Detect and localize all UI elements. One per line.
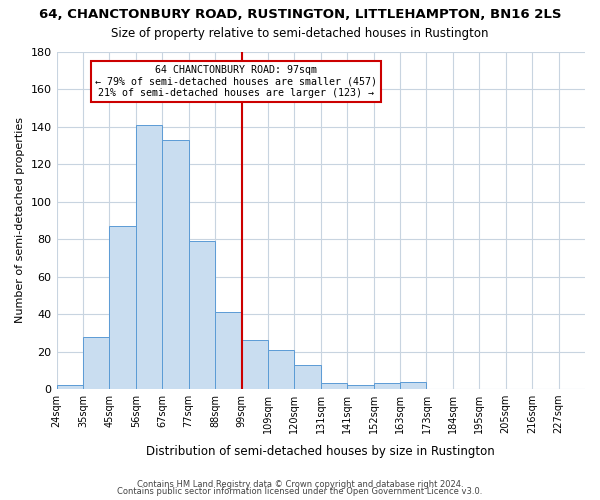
Bar	[374, 384, 400, 389]
Bar	[347, 386, 374, 389]
Bar	[321, 384, 347, 389]
Bar	[215, 312, 242, 389]
Bar	[56, 386, 83, 389]
Bar	[109, 226, 136, 389]
Bar	[242, 340, 268, 389]
Text: Size of property relative to semi-detached houses in Rustington: Size of property relative to semi-detach…	[111, 28, 489, 40]
Bar	[400, 382, 427, 389]
Text: 64 CHANCTONBURY ROAD: 97sqm
← 79% of semi-detached houses are smaller (457)
21% : 64 CHANCTONBURY ROAD: 97sqm ← 79% of sem…	[95, 65, 377, 98]
Bar	[268, 350, 295, 389]
Bar	[188, 241, 215, 389]
Bar	[162, 140, 188, 389]
X-axis label: Distribution of semi-detached houses by size in Rustington: Distribution of semi-detached houses by …	[146, 444, 495, 458]
Bar	[295, 364, 321, 389]
Text: 64, CHANCTONBURY ROAD, RUSTINGTON, LITTLEHAMPTON, BN16 2LS: 64, CHANCTONBURY ROAD, RUSTINGTON, LITTL…	[39, 8, 561, 20]
Text: Contains public sector information licensed under the Open Government Licence v3: Contains public sector information licen…	[118, 487, 482, 496]
Y-axis label: Number of semi-detached properties: Number of semi-detached properties	[15, 118, 25, 324]
Text: Contains HM Land Registry data © Crown copyright and database right 2024.: Contains HM Land Registry data © Crown c…	[137, 480, 463, 489]
Bar	[83, 336, 109, 389]
Bar	[136, 124, 162, 389]
